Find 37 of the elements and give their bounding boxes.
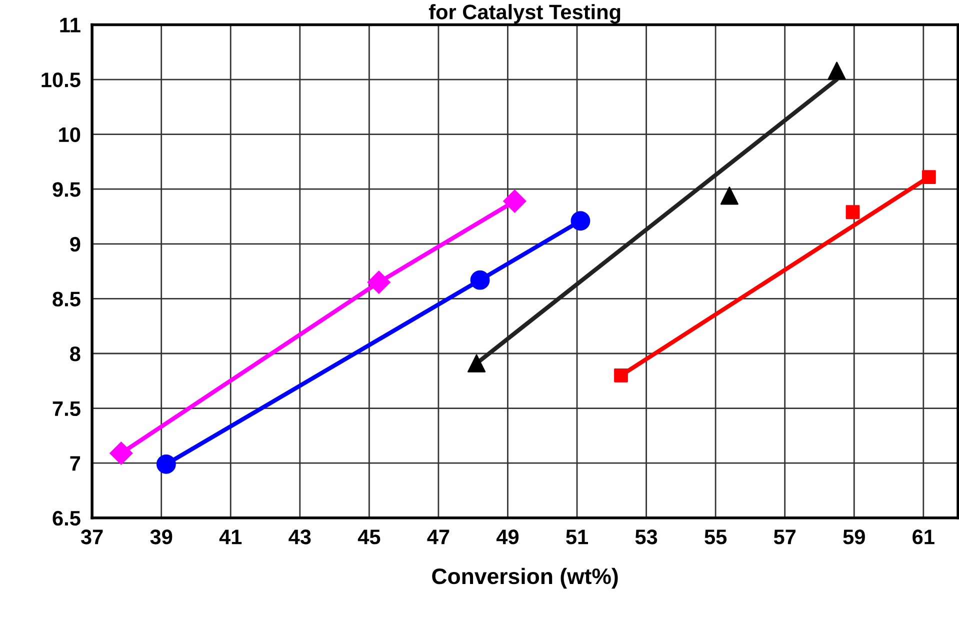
point [828, 62, 846, 80]
x-tick-label: 43 [288, 530, 311, 544]
x-tick-label: 59 [843, 530, 865, 544]
y-tick-label: 6.5 [52, 510, 80, 526]
y-tick-label: 9.5 [52, 182, 80, 197]
x-tick-label: 47 [427, 530, 450, 544]
x-tick-label: 53 [635, 530, 658, 544]
point [367, 270, 390, 294]
x-axis-title: Conversion (wt%) [432, 568, 618, 589]
x-tick-label: 49 [496, 530, 519, 544]
point [570, 211, 590, 231]
point [614, 368, 628, 382]
point [468, 354, 486, 372]
y-tick-label: 7 [70, 456, 80, 471]
x-tick-label: 55 [704, 530, 727, 544]
point [470, 270, 490, 290]
point [720, 186, 738, 205]
x-tick-label: 37 [80, 530, 103, 544]
point [922, 170, 936, 184]
x-tick-label: 41 [219, 530, 242, 544]
x-tick-label: 61 [912, 530, 934, 544]
chart-title: for Catalyst Testing [428, 4, 620, 24]
y-tick-label: 7.5 [52, 402, 80, 416]
y-tick-label: 10 [59, 127, 80, 142]
point [110, 442, 133, 465]
point [846, 205, 860, 220]
y-tick-label: 8 [70, 346, 80, 362]
y-tick-label: 9 [70, 236, 80, 252]
y-tick-label: 10.5 [42, 72, 80, 88]
y-tick-label: 8.5 [52, 292, 80, 306]
x-tick-label: 51 [566, 530, 588, 544]
point [503, 190, 526, 213]
y-tick-label: 11 [60, 18, 80, 32]
x-tick-label: 45 [358, 530, 380, 544]
x-tick-label: 57 [774, 530, 796, 544]
x-tick-label: 39 [150, 530, 172, 544]
point [156, 454, 176, 474]
